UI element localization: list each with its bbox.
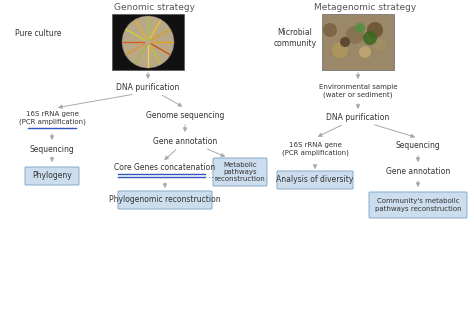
Text: Metagenomic strategy: Metagenomic strategy bbox=[314, 3, 416, 13]
Circle shape bbox=[332, 42, 348, 58]
Circle shape bbox=[374, 39, 386, 51]
Text: Community's metabolic
pathways reconstruction: Community's metabolic pathways reconstru… bbox=[374, 198, 461, 212]
Text: Environmental sample
(water or sediment): Environmental sample (water or sediment) bbox=[319, 84, 397, 98]
Text: DNA purification: DNA purification bbox=[327, 112, 390, 121]
Circle shape bbox=[355, 23, 365, 33]
Text: Analysis of diversity: Analysis of diversity bbox=[276, 176, 354, 184]
Text: Genomic strategy: Genomic strategy bbox=[115, 3, 195, 13]
Circle shape bbox=[323, 23, 337, 37]
Text: Gene annotation: Gene annotation bbox=[386, 167, 450, 176]
Text: Phylogeny: Phylogeny bbox=[32, 172, 72, 181]
FancyBboxPatch shape bbox=[277, 171, 353, 189]
FancyBboxPatch shape bbox=[213, 158, 267, 186]
FancyBboxPatch shape bbox=[322, 14, 394, 70]
FancyBboxPatch shape bbox=[369, 192, 467, 218]
Text: Phylogenomic reconstruction: Phylogenomic reconstruction bbox=[109, 196, 221, 204]
Text: Core Genes concatenation: Core Genes concatenation bbox=[114, 163, 216, 172]
Circle shape bbox=[346, 26, 364, 44]
Circle shape bbox=[359, 46, 371, 58]
Text: Genome sequencing: Genome sequencing bbox=[146, 110, 224, 120]
Circle shape bbox=[340, 37, 350, 47]
Text: Pure culture: Pure culture bbox=[15, 28, 61, 38]
FancyBboxPatch shape bbox=[25, 167, 79, 185]
Circle shape bbox=[367, 22, 383, 38]
Circle shape bbox=[122, 16, 174, 68]
Text: Metabolic
pathways
reconstruction: Metabolic pathways reconstruction bbox=[215, 162, 265, 182]
FancyBboxPatch shape bbox=[112, 14, 184, 70]
FancyBboxPatch shape bbox=[118, 191, 212, 209]
Text: DNA purification: DNA purification bbox=[117, 83, 180, 91]
Text: ...: ... bbox=[208, 171, 217, 181]
Text: Microbial
community: Microbial community bbox=[273, 28, 317, 48]
Circle shape bbox=[363, 31, 377, 45]
Text: 16S rRNA gene
(PCR amplification): 16S rRNA gene (PCR amplification) bbox=[18, 111, 85, 125]
Text: Sequencing: Sequencing bbox=[396, 141, 440, 151]
Text: 16S rRNA gene
(PCR amplification): 16S rRNA gene (PCR amplification) bbox=[282, 142, 348, 156]
Text: Sequencing: Sequencing bbox=[29, 145, 74, 153]
Text: Gene annotation: Gene annotation bbox=[153, 136, 217, 146]
